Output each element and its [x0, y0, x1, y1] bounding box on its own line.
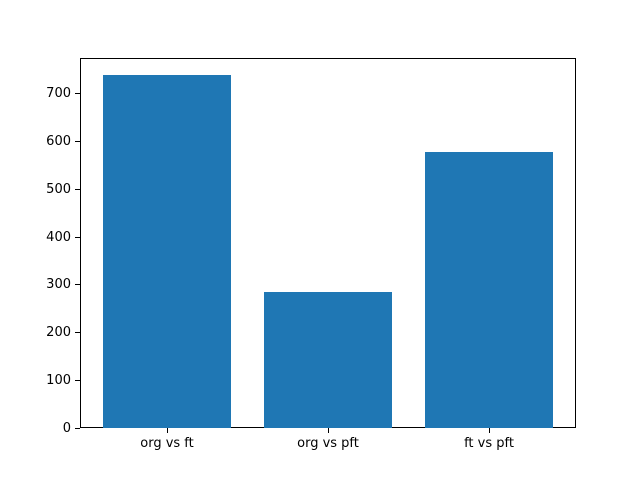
x-tick-label: org vs pft [297, 436, 359, 451]
y-tick-mark [75, 188, 80, 190]
y-tick-label: 600 [46, 134, 71, 149]
y-tick-label: 100 [46, 372, 71, 388]
y-tick-mark [75, 427, 80, 429]
bar-org-vs-pft [263, 291, 393, 428]
y-tick-label: 400 [46, 229, 71, 245]
y-tick-mark [75, 332, 80, 333]
x-tick-label: org vs ft [140, 436, 194, 451]
y-tick-label: 200 [46, 325, 71, 340]
y-tick-label: 300 [46, 277, 71, 293]
x-tick-mark [327, 428, 329, 433]
y-tick-label: 700 [46, 86, 71, 102]
x-tick-label: ft vs pft [464, 436, 514, 451]
y-tick-label: 0 [62, 420, 71, 436]
y-tick-mark [75, 236, 80, 238]
bar-org-vs-ft [102, 74, 232, 428]
y-tick-mark [75, 379, 80, 381]
bar-ft-vs-pft [424, 152, 554, 428]
y-tick-mark [75, 141, 80, 142]
y-tick-mark [75, 93, 80, 95]
y-tick-label: 500 [46, 181, 71, 197]
x-tick-mark [488, 428, 490, 433]
x-tick-mark [166, 428, 168, 433]
y-tick-mark [75, 284, 80, 286]
